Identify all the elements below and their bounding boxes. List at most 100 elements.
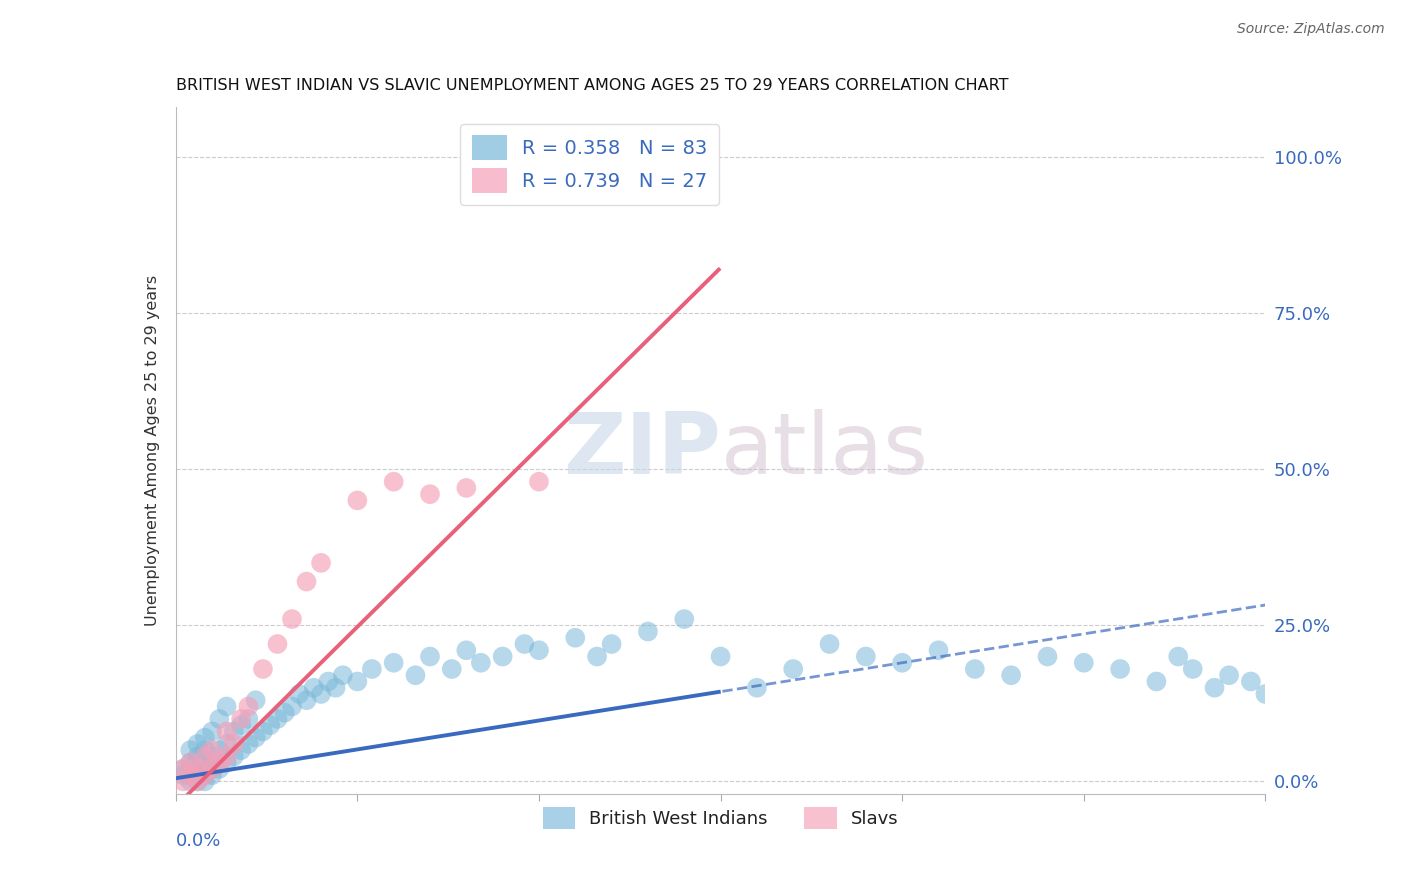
- Point: [186, 749, 209, 764]
- Point: [332, 668, 354, 682]
- Point: [1181, 662, 1204, 676]
- Point: [527, 475, 550, 489]
- Point: [673, 612, 696, 626]
- Point: [186, 774, 209, 789]
- Point: [302, 681, 325, 695]
- Point: [179, 768, 201, 782]
- Point: [222, 749, 245, 764]
- Point: [288, 687, 311, 701]
- Point: [208, 712, 231, 726]
- Point: [186, 774, 209, 789]
- Point: [1167, 649, 1189, 664]
- Y-axis label: Unemployment Among Ages 25 to 29 years: Unemployment Among Ages 25 to 29 years: [145, 275, 160, 626]
- Point: [782, 662, 804, 676]
- Text: Source: ZipAtlas.com: Source: ZipAtlas.com: [1237, 22, 1385, 37]
- Point: [1254, 687, 1277, 701]
- Point: [456, 481, 478, 495]
- Point: [172, 762, 194, 776]
- Point: [238, 737, 260, 751]
- Point: [238, 699, 260, 714]
- Point: [1036, 649, 1059, 664]
- Point: [440, 662, 463, 676]
- Point: [586, 649, 609, 664]
- Point: [564, 631, 586, 645]
- Point: [281, 612, 304, 626]
- Point: [456, 643, 478, 657]
- Point: [201, 749, 224, 764]
- Point: [405, 668, 427, 682]
- Point: [1268, 699, 1291, 714]
- Point: [231, 743, 253, 757]
- Point: [208, 762, 231, 776]
- Point: [186, 737, 209, 751]
- Point: [259, 718, 281, 732]
- Point: [194, 756, 217, 770]
- Point: [360, 662, 382, 676]
- Point: [600, 637, 623, 651]
- Point: [295, 693, 318, 707]
- Point: [1240, 674, 1263, 689]
- Point: [215, 724, 238, 739]
- Point: [419, 649, 441, 664]
- Point: [745, 681, 768, 695]
- Point: [172, 774, 194, 789]
- Point: [186, 768, 209, 782]
- Point: [201, 743, 224, 757]
- Point: [382, 656, 405, 670]
- Point: [222, 724, 245, 739]
- Point: [201, 762, 224, 776]
- Point: [215, 737, 238, 751]
- Point: [208, 756, 231, 770]
- Point: [325, 681, 347, 695]
- Point: [419, 487, 441, 501]
- Point: [1073, 656, 1095, 670]
- Point: [194, 774, 217, 789]
- Point: [208, 743, 231, 757]
- Point: [179, 774, 201, 789]
- Point: [1000, 668, 1022, 682]
- Point: [382, 475, 405, 489]
- Text: ZIP: ZIP: [562, 409, 721, 492]
- Point: [194, 768, 217, 782]
- Point: [309, 556, 332, 570]
- Point: [201, 768, 224, 782]
- Point: [172, 768, 194, 782]
- Point: [1144, 674, 1167, 689]
- Point: [215, 699, 238, 714]
- Text: 0.0%: 0.0%: [176, 831, 221, 850]
- Point: [238, 712, 260, 726]
- Point: [818, 637, 841, 651]
- Point: [194, 743, 217, 757]
- Point: [245, 693, 267, 707]
- Point: [201, 724, 224, 739]
- Point: [855, 649, 877, 664]
- Point: [1291, 693, 1313, 707]
- Point: [252, 724, 274, 739]
- Point: [1204, 681, 1226, 695]
- Point: [963, 662, 986, 676]
- Point: [346, 493, 368, 508]
- Point: [1109, 662, 1132, 676]
- Point: [245, 731, 267, 745]
- Point: [215, 749, 238, 764]
- Point: [309, 687, 332, 701]
- Point: [222, 737, 245, 751]
- Point: [891, 656, 914, 670]
- Point: [201, 762, 224, 776]
- Point: [318, 674, 340, 689]
- Point: [266, 637, 288, 651]
- Point: [194, 749, 217, 764]
- Point: [709, 649, 731, 664]
- Point: [231, 718, 253, 732]
- Point: [637, 150, 659, 164]
- Point: [492, 649, 515, 664]
- Point: [179, 743, 201, 757]
- Point: [470, 656, 492, 670]
- Point: [273, 706, 295, 720]
- Point: [179, 756, 201, 770]
- Point: [194, 731, 217, 745]
- Point: [928, 643, 950, 657]
- Point: [637, 624, 659, 639]
- Point: [215, 756, 238, 770]
- Legend: British West Indians, Slavs: British West Indians, Slavs: [536, 800, 905, 837]
